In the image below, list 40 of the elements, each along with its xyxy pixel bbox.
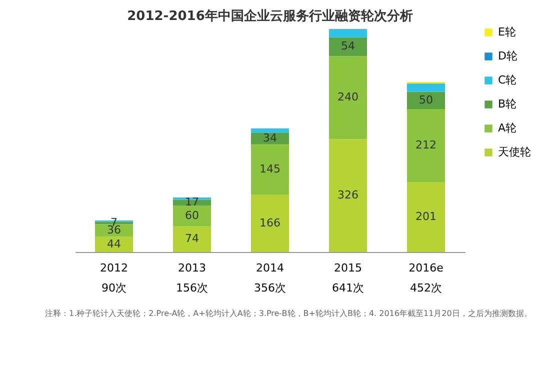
- bar: [329, 139, 367, 252]
- bar: [251, 128, 289, 133]
- bar: [251, 194, 289, 252]
- data-label: 240: [338, 90, 358, 104]
- x-tick-label: 2013 156次: [176, 262, 208, 294]
- legend-label: A轮: [498, 122, 517, 134]
- legend-label: D轮: [498, 50, 518, 62]
- data-label: 166: [260, 216, 280, 230]
- data-label: 34: [263, 131, 277, 144]
- bar: [329, 56, 367, 140]
- x-tick-label: 2016e 452次: [408, 262, 444, 294]
- data-label: 212: [416, 138, 436, 152]
- data-label: 44: [107, 237, 121, 250]
- bar: [407, 92, 445, 110]
- bar: [173, 206, 211, 226]
- legend-label: B轮: [498, 98, 517, 110]
- legend-label: C轮: [498, 74, 517, 86]
- x-tick-label: 2014 356次: [254, 262, 286, 294]
- data-label: 50: [419, 93, 433, 106]
- bar: [407, 182, 445, 252]
- legend-label: E轮: [498, 26, 516, 38]
- chart-title: 2012-2016年中国企业云服务行业融资轮次分析: [127, 9, 413, 24]
- data-label: 201: [416, 210, 436, 224]
- bar: [251, 144, 289, 195]
- bar: [329, 30, 367, 38]
- data-label: 54: [341, 40, 355, 53]
- bar: [329, 37, 367, 56]
- data-label: 145: [260, 162, 280, 176]
- legend-label: 天使轮: [498, 146, 531, 158]
- data-label: 326: [338, 188, 358, 202]
- bar: [173, 226, 211, 252]
- data-label: 74: [185, 232, 199, 246]
- bar: [407, 84, 445, 92]
- x-tick-label: 2012 90次: [100, 262, 128, 294]
- bar: [95, 236, 133, 252]
- data-label: 60: [185, 209, 199, 222]
- x-tick-label: 2015 641次: [332, 262, 364, 294]
- bar: [251, 132, 289, 144]
- bar: [407, 109, 445, 182]
- text: 注释：1.种子轮计入天使轮；2.Pre-A轮，A+轮均计入A轮；3.Pre-B轮，B+轮均计入B轮；4. 2016年截至11月20日，之后为推测数据。: [45, 309, 532, 318]
